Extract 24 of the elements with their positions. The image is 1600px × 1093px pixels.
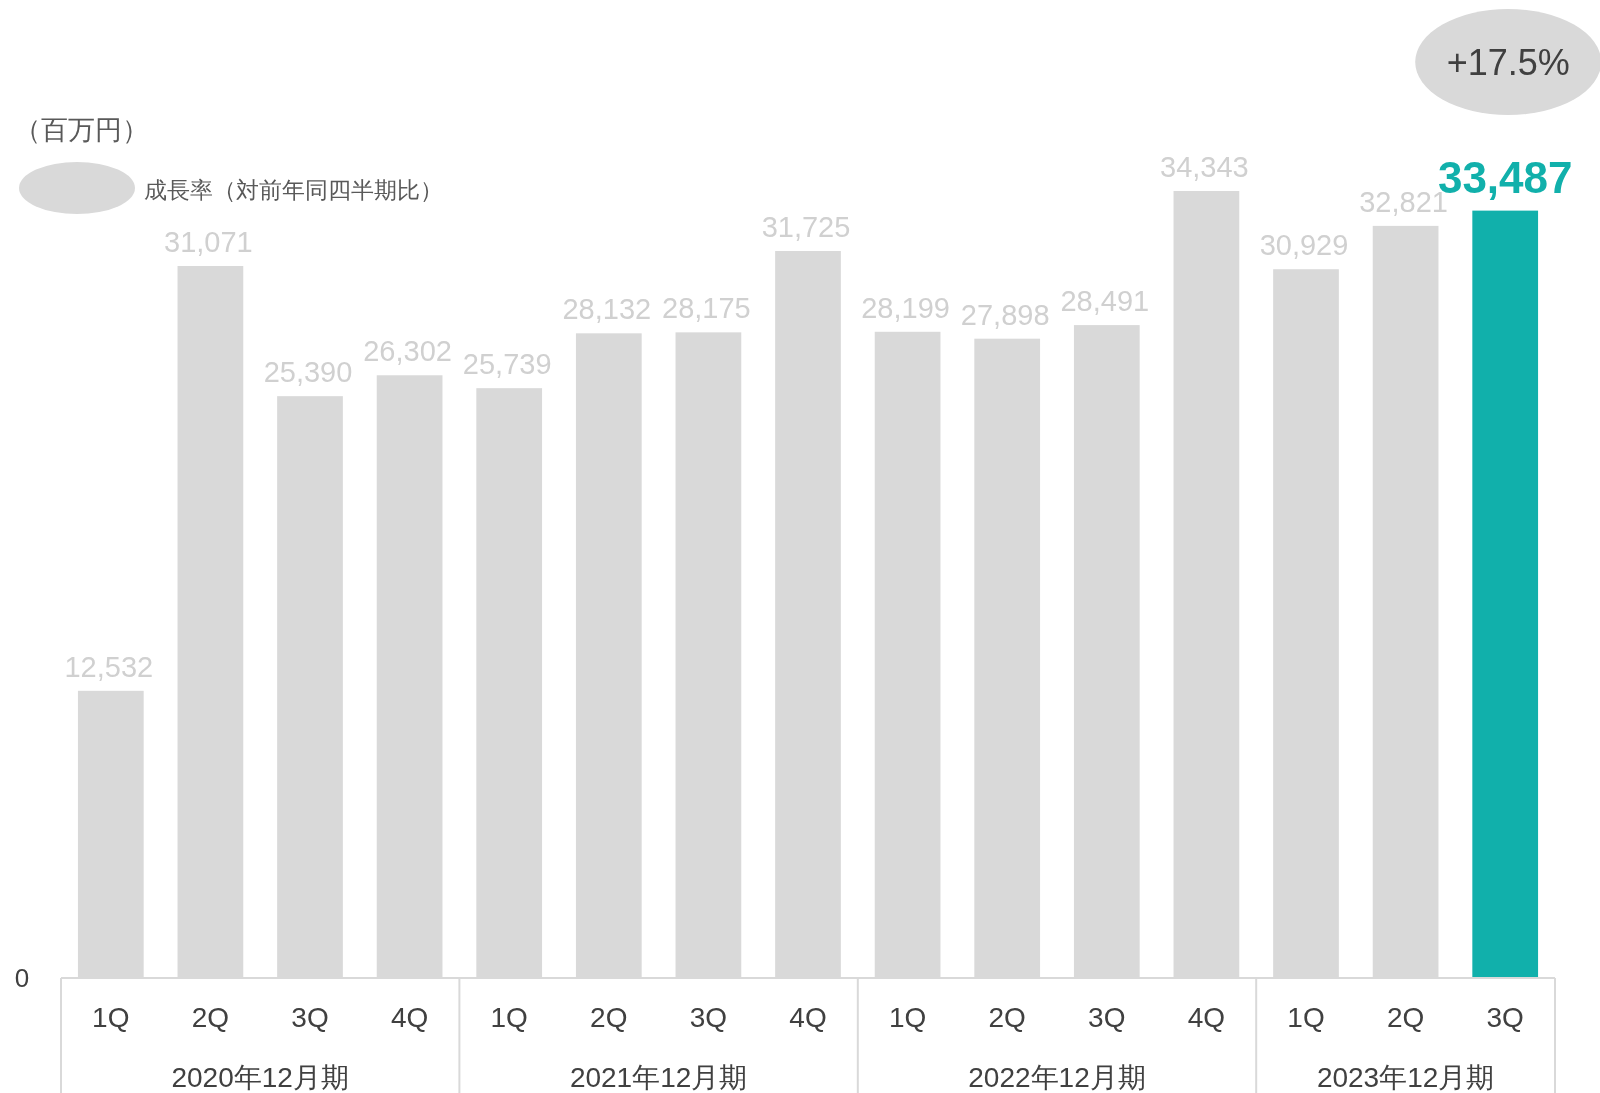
x-tick-label: 4Q bbox=[789, 1002, 827, 1033]
annotation: 成長率（対前年同四半期比） bbox=[144, 177, 443, 203]
x-tick-label: 3Q bbox=[291, 1002, 329, 1033]
x-tick-label: 2Q bbox=[590, 1002, 628, 1033]
x-tick-label: 1Q bbox=[888, 1002, 927, 1033]
bar bbox=[1472, 210, 1539, 978]
x-tick-label: 1Q bbox=[92, 1002, 130, 1033]
text: 0 bbox=[14, 963, 30, 993]
text: 2021年12月期 bbox=[569, 1062, 748, 1093]
x-tick-label: 3Q bbox=[689, 1002, 728, 1033]
x-tick-label: 4Q bbox=[1187, 1002, 1226, 1033]
x-tick-label: 3Q bbox=[1088, 1002, 1126, 1033]
x-tick-label: 2Q bbox=[1386, 1002, 1425, 1033]
x-tick-label: 3Q bbox=[1486, 1002, 1524, 1033]
x-tick-label: 4Q bbox=[390, 1002, 429, 1033]
text: 2023年12月期 bbox=[1316, 1062, 1495, 1093]
x-tick-label: 2Q bbox=[191, 1002, 230, 1033]
text: 2022年12月期 bbox=[968, 1062, 1146, 1093]
text: +17.5% bbox=[1446, 42, 1570, 83]
y-axis-title: （百万円） bbox=[14, 115, 149, 145]
x-tick-label: 2Q bbox=[988, 1002, 1026, 1033]
x-tick-label: 1Q bbox=[490, 1002, 528, 1033]
text: 2020年12月期 bbox=[171, 1062, 349, 1093]
x-tick-label: 1Q bbox=[1287, 1002, 1325, 1033]
